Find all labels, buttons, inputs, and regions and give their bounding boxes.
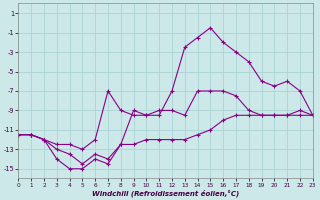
X-axis label: Windchill (Refroidissement éolien,°C): Windchill (Refroidissement éolien,°C) (92, 189, 239, 197)
